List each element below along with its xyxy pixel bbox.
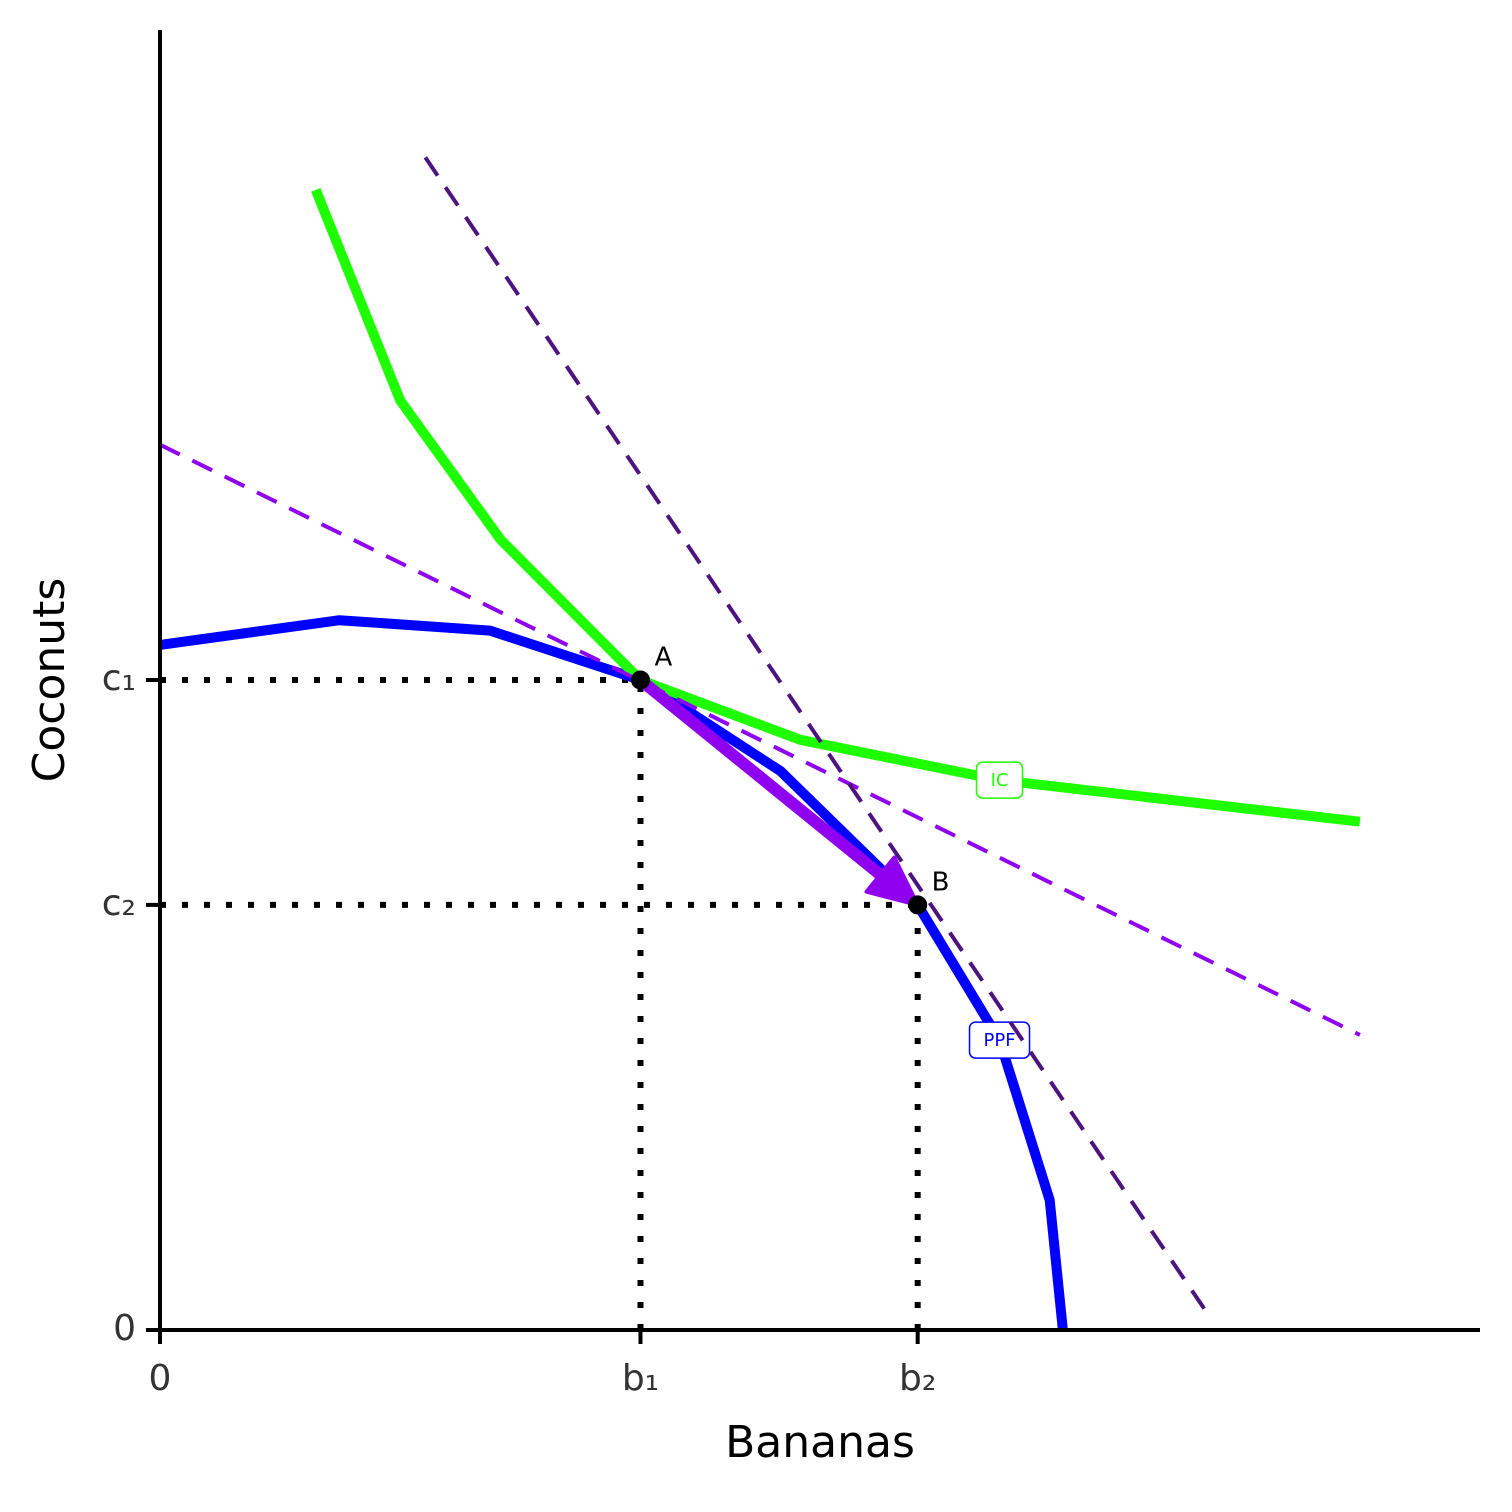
- x-tick-label: 0: [149, 1358, 172, 1399]
- point: [630, 670, 650, 690]
- y-tick-label: c₁: [102, 658, 136, 699]
- x-axis-title: Bananas: [725, 1417, 915, 1468]
- point: [908, 895, 928, 915]
- arrow-head: [864, 855, 920, 907]
- series-line: [159, 442, 1361, 1037]
- label-box: [975, 761, 1024, 799]
- x-tick-label: b₁: [622, 1358, 659, 1399]
- point-label: A: [654, 643, 672, 673]
- point-label: B: [932, 867, 950, 897]
- series-line: [311, 188, 1361, 827]
- y-tick-label: 0: [113, 1308, 136, 1349]
- y-tick-label: c₂: [102, 883, 136, 924]
- series-line: [423, 156, 1208, 1312]
- series-label: IC: [975, 761, 1024, 799]
- series-line: [159, 615, 1068, 1331]
- label-text: PPF: [983, 1030, 1015, 1051]
- x-tick-label: b₂: [899, 1358, 936, 1399]
- y-axis-title: Coconuts: [24, 578, 75, 783]
- arrow: [636, 675, 885, 880]
- label-text: IC: [991, 770, 1009, 791]
